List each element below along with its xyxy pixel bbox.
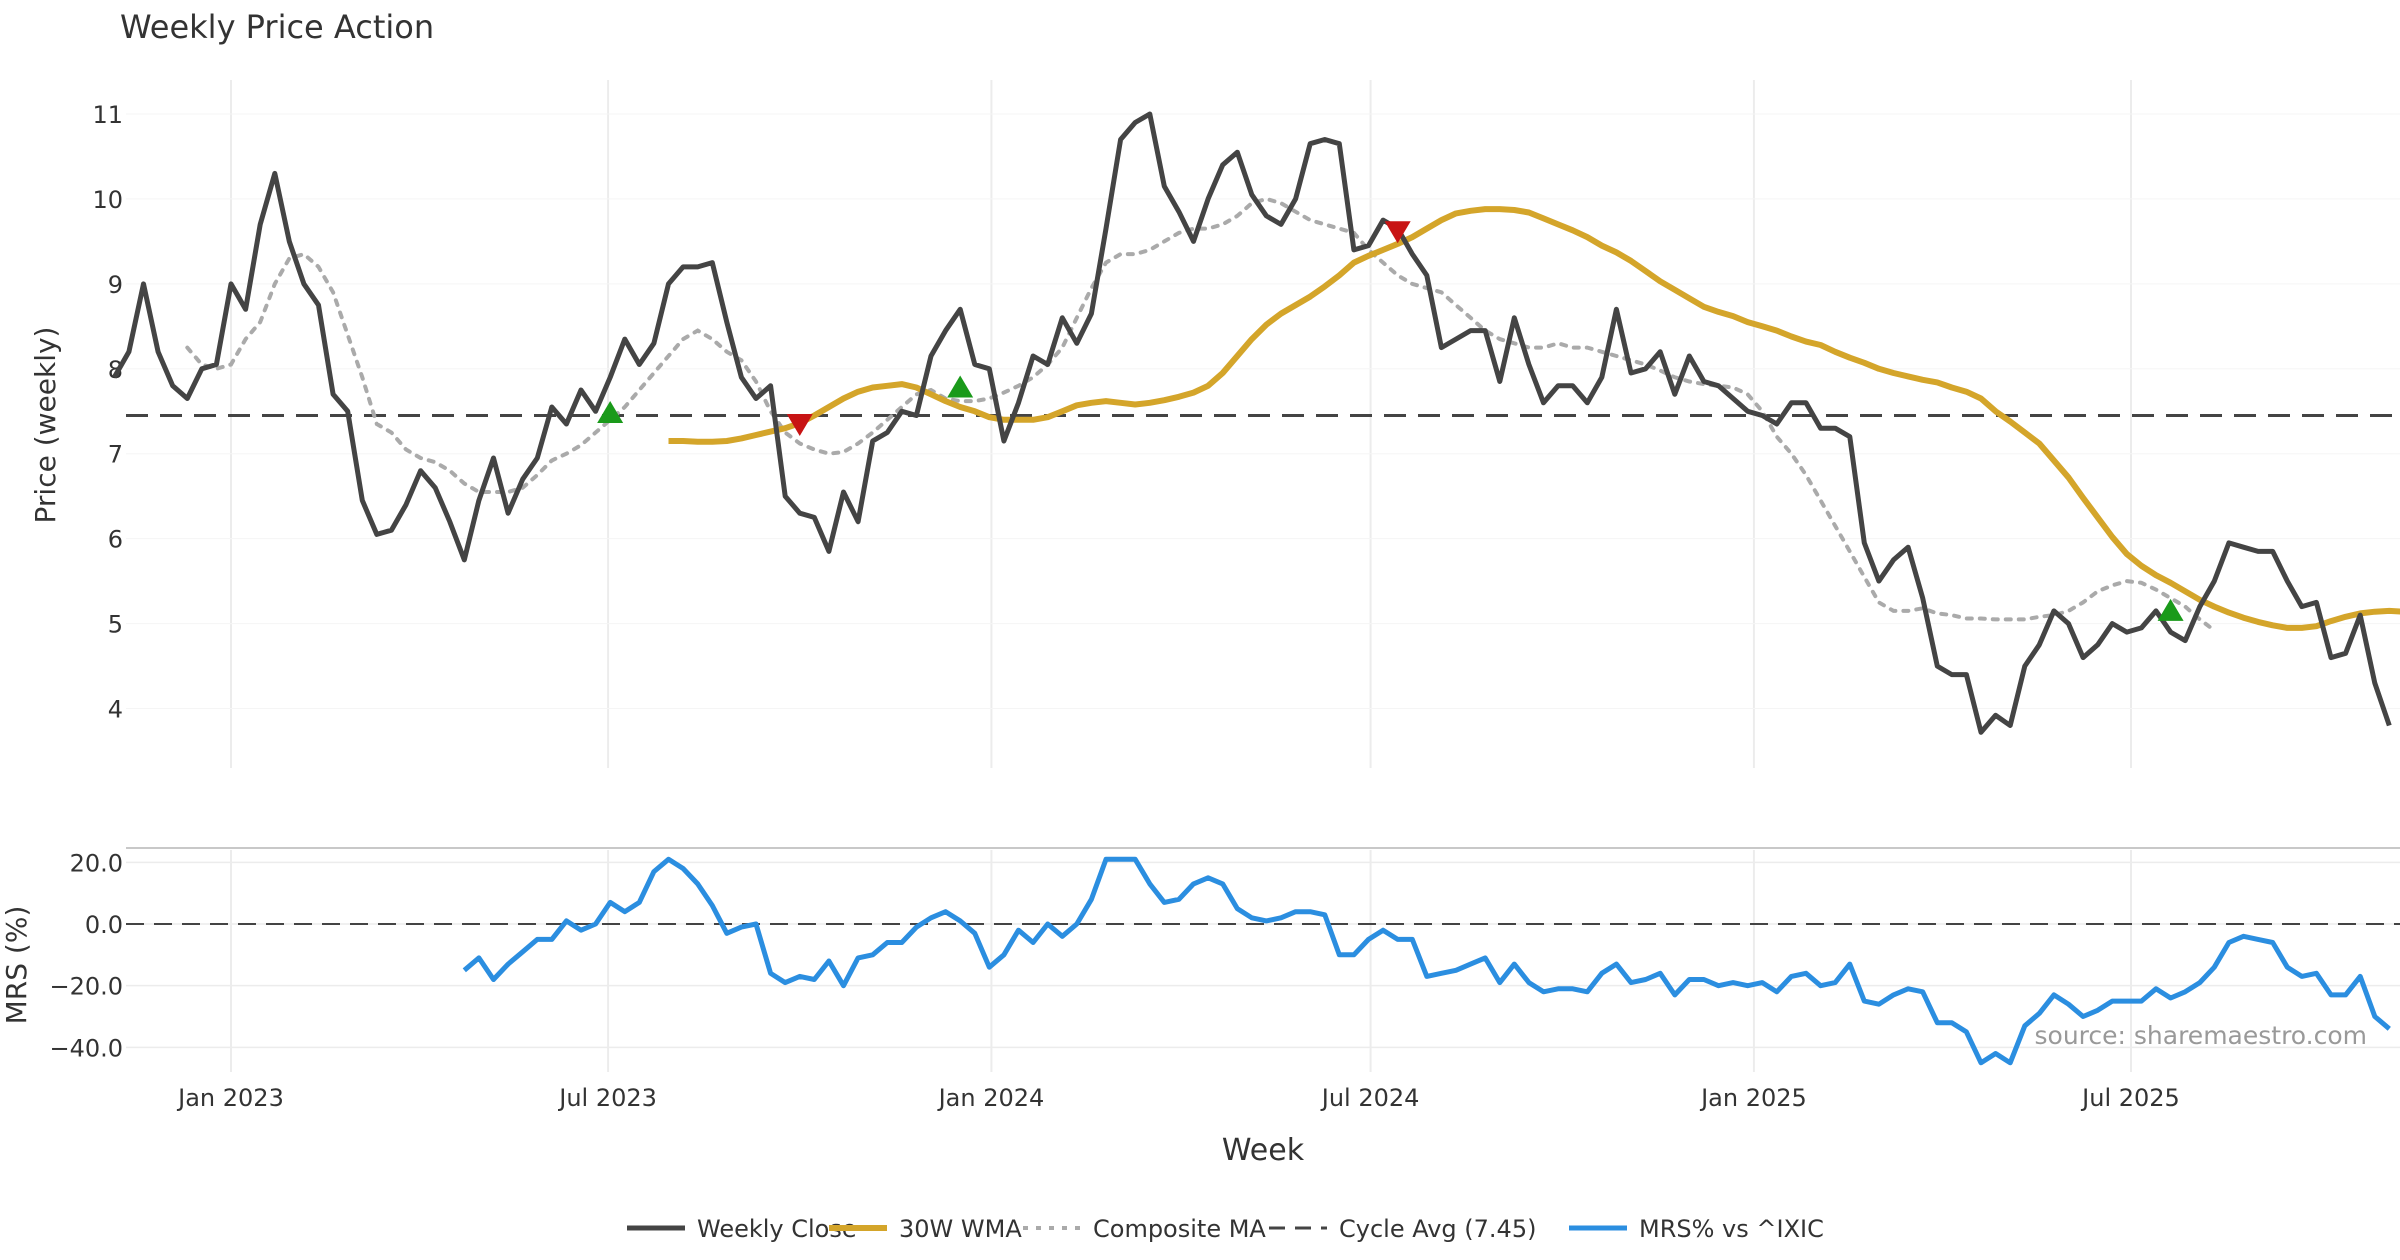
buy-signal-marker (2157, 598, 2184, 621)
price-y-axis-label: Price (weekly) (29, 327, 62, 524)
mrs-y-ticks: 20.0 0.0 −20.0 −40.0 (49, 849, 123, 1062)
price-grid (126, 80, 2400, 768)
composite-ma-line (185, 196, 2217, 633)
x-tick-label: Jan 2023 (176, 1084, 284, 1112)
x-tick-label: Jul 2025 (2080, 1084, 2180, 1112)
x-tick-label: Jul 2024 (1320, 1084, 1420, 1112)
legend-entry-label: Cycle Avg (7.45) (1339, 1215, 1536, 1243)
legend-entry-label: MRS% vs ^IXIC (1639, 1215, 1824, 1243)
signal-markers (597, 221, 2184, 621)
source-note: source: sharemaestro.com (2035, 1021, 2368, 1050)
x-ticks: Jan 2023 Jul 2023 Jan 2024 Jul 2024 Jan 2025… (176, 1084, 2180, 1112)
mrs-y-tick-label: −40.0 (49, 1034, 123, 1062)
chart-title: Weekly Price Action (120, 8, 434, 46)
price-y-tick-label: 9 (108, 271, 123, 299)
weekly-close-line (112, 111, 2392, 735)
price-y-tick-label: 4 (108, 696, 123, 724)
x-tick-label: Jan 2024 (937, 1084, 1045, 1112)
sell-signal-marker (786, 414, 813, 436)
x-tick-label: Jul 2023 (557, 1084, 657, 1112)
x-tick-label: Jan 2025 (1699, 1084, 1807, 1112)
buy-signal-marker (947, 375, 974, 398)
price-y-ticks: 4 5 6 7 8 9 10 11 (92, 101, 123, 724)
buy-signal-marker (597, 400, 624, 423)
sell-signal-marker (1384, 221, 1411, 244)
mrs-y-tick-label: 20.0 (70, 849, 123, 877)
price-y-tick-label: 11 (92, 101, 123, 129)
price-y-tick-label: 8 (108, 356, 123, 384)
mrs-line (462, 856, 2391, 1066)
mrs-y-tick-label: 0.0 (85, 911, 123, 939)
mrs-y-tick-label: −20.0 (49, 973, 123, 1001)
legend-entry-label: Composite MA (1093, 1215, 1266, 1243)
price-y-tick-label: 5 (108, 611, 123, 639)
price-y-tick-label: 10 (92, 186, 123, 214)
legend-entry-label: 30W WMA (899, 1215, 1022, 1243)
legend: Weekly Close 30W WMA Composite MA Cycle Avg… (627, 1215, 1824, 1243)
wma-30w-line (668, 206, 2400, 631)
mrs-y-axis-label: MRS (%) (0, 906, 33, 1025)
price-y-tick-label: 6 (108, 526, 123, 554)
x-axis-label: Week (1222, 1133, 1305, 1168)
price-y-tick-label: 7 (108, 441, 123, 469)
